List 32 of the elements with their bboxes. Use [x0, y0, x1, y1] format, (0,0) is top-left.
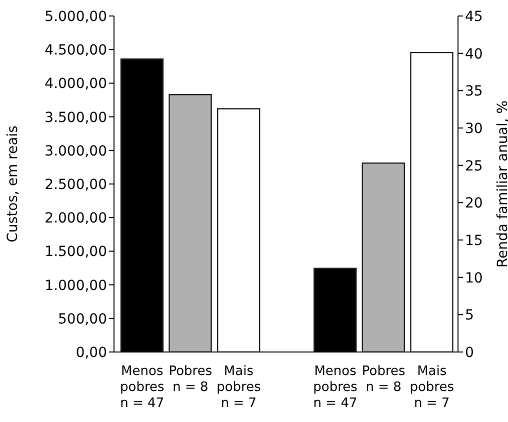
y-tick-label: 0,00: [76, 344, 107, 361]
bar: [410, 52, 454, 352]
y2-tick-label: 40: [465, 46, 483, 62]
x-tick-label: Mais pobres n = 7: [410, 364, 454, 411]
y2-tick-label: 10: [465, 270, 483, 286]
y-tick-label: 4.500,00: [44, 42, 107, 59]
x-tick-label: Mais pobres n = 7: [216, 364, 262, 411]
y-tick-label: 3.000,00: [44, 143, 107, 160]
y2-tick-label: 5: [465, 308, 474, 324]
y-tick-label: 5.000,00: [44, 8, 107, 25]
y-tick-label: 4.000,00: [44, 76, 107, 92]
y2-tick-label: 25: [465, 158, 483, 174]
y2-tick-label: 30: [465, 120, 483, 137]
x-tick-label: Pobres n = 8: [168, 364, 212, 395]
bar: [216, 108, 260, 352]
x-tick-label: Menos pobres n = 47: [313, 364, 358, 411]
y-tick-label: 1.500,00: [44, 244, 107, 260]
y-tick-label: 500,00: [58, 311, 107, 328]
y-tick-label: 2.500,00: [44, 176, 107, 193]
bar: [168, 94, 212, 352]
y2-tick-label: 45: [465, 8, 483, 25]
y2-tick-label: 35: [465, 84, 483, 100]
y2-tick-label: 15: [465, 232, 483, 249]
y-tick-label: 2.000,00: [44, 210, 107, 227]
y-tick-label: 3.500,00: [44, 110, 107, 126]
x-tick-label: Pobres n = 8: [362, 364, 406, 395]
x-tick-label: Menos pobres n = 47: [120, 364, 165, 411]
bar: [362, 162, 406, 352]
y2-tick-label: 20: [465, 196, 483, 212]
y-tick-label: 1.000,00: [44, 278, 107, 294]
y-axis-title: Custos, em reais: [4, 126, 21, 242]
y2-tick-label: 0: [465, 344, 474, 361]
